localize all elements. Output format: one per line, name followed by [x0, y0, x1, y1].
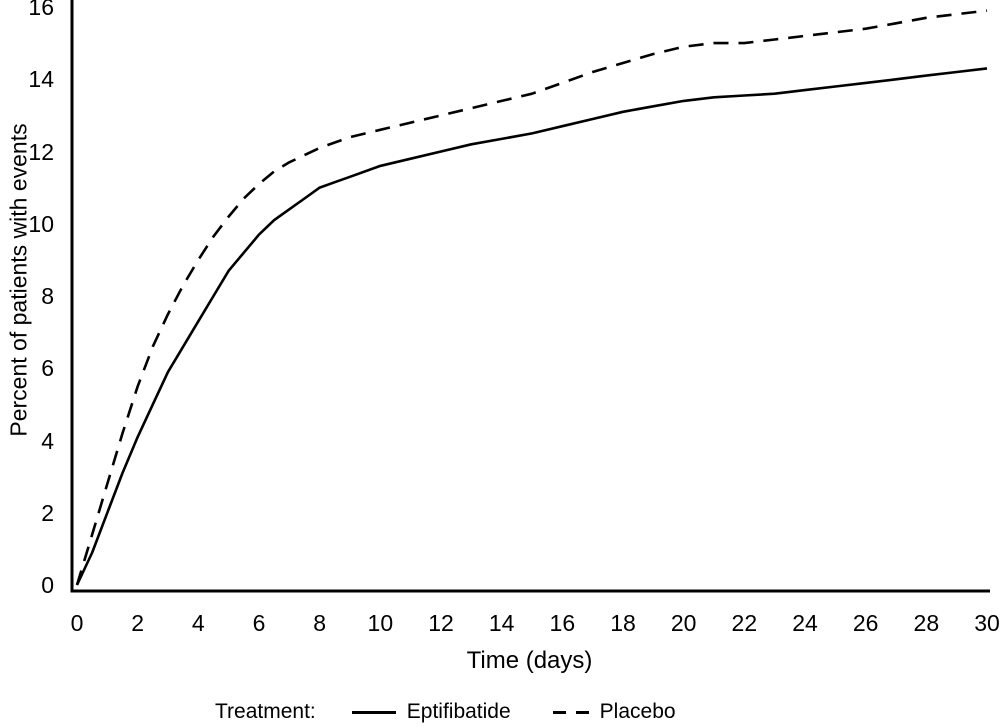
x-tick-label: 8	[313, 610, 327, 636]
y-tick-label: 10	[28, 210, 54, 237]
y-tick-label: 8	[41, 283, 54, 309]
y-axis-title: Percent of patients with events	[5, 123, 32, 437]
x-tick-label: 16	[549, 610, 576, 636]
legend: Treatment: Eptifibatide Placebo	[215, 698, 676, 726]
placebo-curve	[75, 9, 988, 586]
x-tick-label: 6	[252, 610, 266, 636]
x-tick-label: 4	[191, 610, 205, 636]
y-tick-label: 14	[28, 66, 54, 93]
eptifibatide-solid-line-icon	[351, 710, 396, 714]
x-tick-label: 12	[428, 610, 454, 636]
x-axis-title: Time (days)	[466, 647, 593, 674]
legend-item-eptifibatide: Eptifibatide	[406, 700, 511, 723]
x-tick-label: 26	[852, 610, 879, 636]
x-tick-label: 0	[70, 610, 84, 636]
x-tick-label: 22	[731, 610, 758, 636]
y-tick-label: 0	[41, 572, 54, 598]
legend-item-placebo: Placebo	[599, 700, 676, 723]
y-tick-label: 2	[41, 499, 54, 526]
y-tick-label: 6	[41, 355, 54, 382]
y-tick-label: 4	[41, 427, 54, 454]
y-tick-label: 16	[28, 0, 54, 20]
x-tick-label: 20	[670, 610, 697, 636]
eptifibatide-curve	[75, 67, 988, 586]
x-tick-label: 2	[131, 610, 145, 636]
placebo-dashed-line-icon	[552, 710, 589, 714]
x-tick-label: 14	[488, 610, 515, 636]
legend-title: Treatment:	[215, 700, 316, 723]
x-tick-label: 30	[974, 610, 1000, 636]
x-tick-label: 28	[913, 610, 940, 636]
y-tick-label: 12	[28, 138, 54, 165]
x-tick-label: 24	[792, 610, 818, 636]
x-tick-label: 18	[610, 610, 636, 636]
x-tick-label: 10	[367, 610, 394, 636]
